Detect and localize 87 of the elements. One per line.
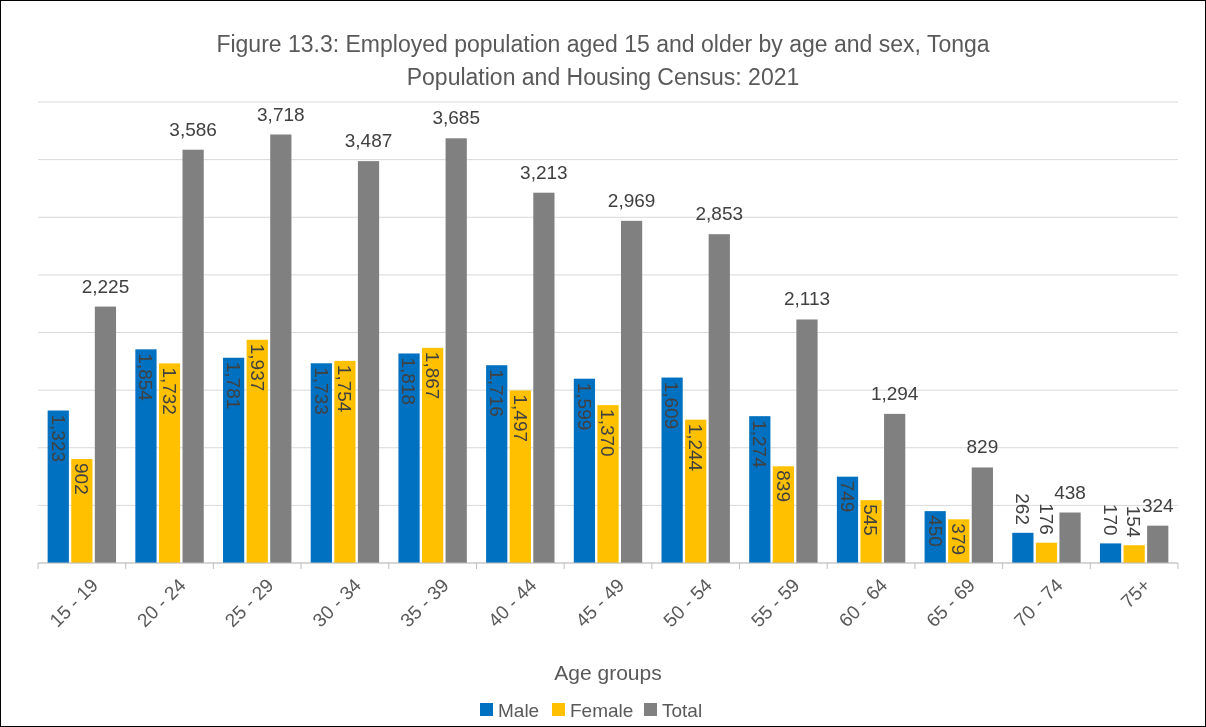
data-label: 2,853 xyxy=(695,203,744,225)
data-label: 1,867 xyxy=(421,351,443,400)
x-tick-label: 35 - 39 xyxy=(396,574,453,632)
bar xyxy=(270,134,292,563)
data-label: 2,969 xyxy=(607,189,656,211)
bar xyxy=(620,220,643,563)
bar xyxy=(223,357,245,563)
data-label: 3,586 xyxy=(169,118,217,140)
x-tick-label: 15 - 19 xyxy=(45,574,103,632)
bar xyxy=(1099,543,1122,563)
data-label: 1,609 xyxy=(661,381,683,430)
bar xyxy=(445,138,467,563)
x-tick-label: 50 - 54 xyxy=(659,574,717,632)
x-tick-label: 45 - 49 xyxy=(571,574,629,632)
data-label: 1,323 xyxy=(47,414,69,463)
bar xyxy=(334,360,356,563)
legend-label: Female xyxy=(570,699,634,721)
bar xyxy=(1012,532,1034,563)
data-label: 438 xyxy=(1054,481,1086,503)
data-label: 379 xyxy=(948,523,970,556)
x-tick-label: 65 - 69 xyxy=(922,574,979,632)
bar xyxy=(1147,525,1169,563)
data-label: 1,818 xyxy=(398,357,420,406)
data-label: 1,294 xyxy=(870,382,919,404)
data-label: 1,754 xyxy=(334,364,356,413)
legend-label: Male xyxy=(498,699,540,721)
data-label: 1,716 xyxy=(486,369,508,417)
legend-label: Total xyxy=(662,699,703,721)
data-label: 3,213 xyxy=(520,161,568,183)
bar xyxy=(310,363,332,563)
bar xyxy=(708,234,730,563)
data-label: 2,225 xyxy=(81,275,130,297)
data-label: 1,244 xyxy=(685,423,707,472)
x-tick-label: 60 - 64 xyxy=(834,574,892,632)
data-label: 3,718 xyxy=(257,103,305,125)
x-tick-label: 55 - 59 xyxy=(746,574,804,632)
bar xyxy=(573,378,596,563)
bar xyxy=(94,306,117,563)
bar xyxy=(749,416,771,563)
x-tick-label: 75+ xyxy=(1116,574,1155,613)
bar xyxy=(357,161,380,563)
data-label: 839 xyxy=(772,470,794,503)
data-label: 1,732 xyxy=(158,367,180,415)
chart-title: Figure 13.3: Employed population aged 15 and older by age and sex, Tonga Population and Housing Census: 2021 xyxy=(216,31,990,90)
data-label: 829 xyxy=(966,436,999,458)
x-tick-label: 20 - 24 xyxy=(133,574,191,632)
data-label: 1,497 xyxy=(509,394,531,443)
data-label: 262 xyxy=(1012,493,1034,526)
bar xyxy=(661,377,683,563)
data-label: 545 xyxy=(860,504,882,536)
data-label: 1,854 xyxy=(135,353,157,402)
data-label: 324 xyxy=(1141,494,1175,516)
data-label: 3,685 xyxy=(432,107,480,129)
bar xyxy=(796,319,818,563)
data-label: 176 xyxy=(1035,503,1057,535)
bar xyxy=(1035,542,1058,563)
x-tick-label: 40 - 44 xyxy=(483,574,541,632)
data-label: 170 xyxy=(1099,503,1121,536)
data-label: 1,937 xyxy=(246,343,268,392)
data-label: 3,487 xyxy=(344,130,393,152)
data-label: 1,599 xyxy=(573,382,595,431)
bar xyxy=(1123,545,1145,563)
x-axis-title: Age groups xyxy=(554,661,662,684)
bar xyxy=(533,192,555,563)
data-label: 1,274 xyxy=(749,420,771,469)
bar xyxy=(398,353,420,563)
bar xyxy=(486,365,508,563)
data-label: 2,113 xyxy=(783,288,831,310)
data-label: 1,370 xyxy=(597,409,619,457)
bar xyxy=(422,347,444,563)
data-label: 450 xyxy=(924,515,946,547)
data-label: 1,733 xyxy=(310,367,332,415)
bar xyxy=(158,363,181,563)
x-tick-label: 30 - 34 xyxy=(308,574,366,632)
data-label: 1,781 xyxy=(222,361,244,410)
bar xyxy=(509,390,531,563)
x-tick-label: 70 - 74 xyxy=(1010,574,1067,632)
data-label: 749 xyxy=(836,480,858,513)
bar xyxy=(182,149,204,563)
bar xyxy=(971,467,993,563)
data-label: 902 xyxy=(71,463,93,495)
bar xyxy=(1059,512,1081,563)
bar xyxy=(597,405,619,563)
x-tick-label: 25 - 29 xyxy=(220,574,278,632)
bar xyxy=(246,339,268,563)
bar xyxy=(884,413,906,563)
bar xyxy=(135,349,157,563)
